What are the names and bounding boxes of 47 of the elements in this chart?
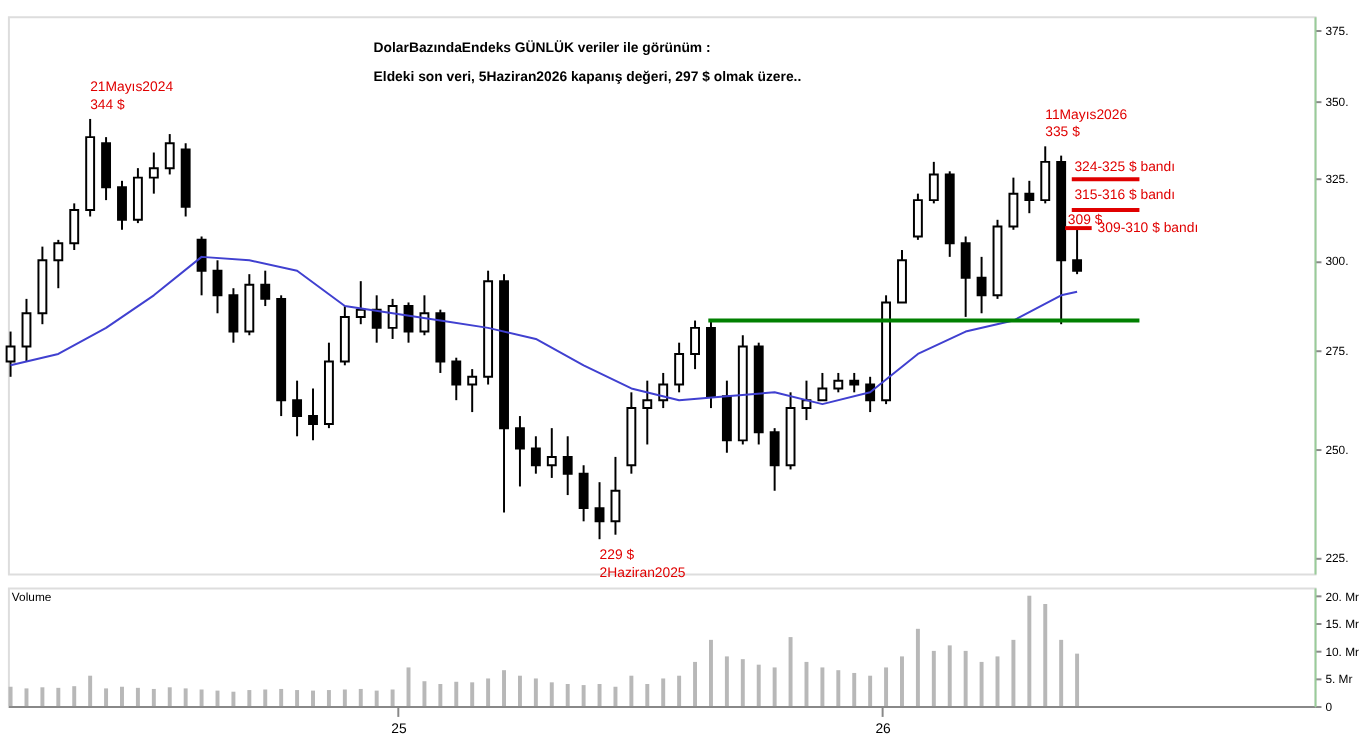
candlestick (562, 435, 573, 497)
candlestick (594, 481, 605, 541)
candlestick (928, 160, 939, 205)
candlestick (1008, 176, 1019, 231)
candlestick (355, 280, 366, 326)
candlestick (21, 297, 32, 363)
candlestick (721, 379, 732, 454)
candlestick (148, 151, 159, 195)
candlestick (387, 297, 398, 340)
candlestick (260, 269, 271, 308)
candlestick (164, 133, 175, 176)
candlestick (371, 294, 382, 344)
candlestick (912, 192, 923, 241)
candlestick (1072, 228, 1083, 276)
candlestick (610, 455, 621, 536)
candlestick (53, 238, 64, 290)
candlestick (897, 249, 907, 304)
candlestick (117, 179, 127, 231)
candlestick (69, 202, 80, 252)
candlestick (196, 235, 207, 297)
candlestick (833, 371, 844, 394)
candlestick (578, 464, 589, 523)
candlestick (244, 273, 255, 337)
candlestick (212, 259, 223, 315)
candlestick (849, 371, 860, 394)
candlestick (960, 235, 971, 318)
candlestick (546, 427, 557, 479)
candlestick (292, 379, 303, 438)
candlestick (5, 330, 16, 378)
candlestick (1040, 145, 1051, 205)
candlestick (976, 255, 987, 315)
candlestick (690, 319, 700, 371)
candlestick (308, 387, 318, 442)
candlestick (467, 368, 478, 414)
candlestick (101, 136, 112, 202)
candlestick (674, 341, 685, 394)
candlestick (228, 287, 239, 344)
candlestick (530, 435, 541, 475)
candlestick (817, 371, 828, 402)
candlestick (515, 415, 525, 488)
candlestick (1024, 179, 1035, 215)
candlestick (769, 427, 780, 492)
candlestick (642, 379, 653, 446)
candlestick (132, 167, 143, 225)
candlestick (339, 305, 350, 367)
candlestick (419, 294, 430, 337)
candlestick (451, 356, 462, 402)
